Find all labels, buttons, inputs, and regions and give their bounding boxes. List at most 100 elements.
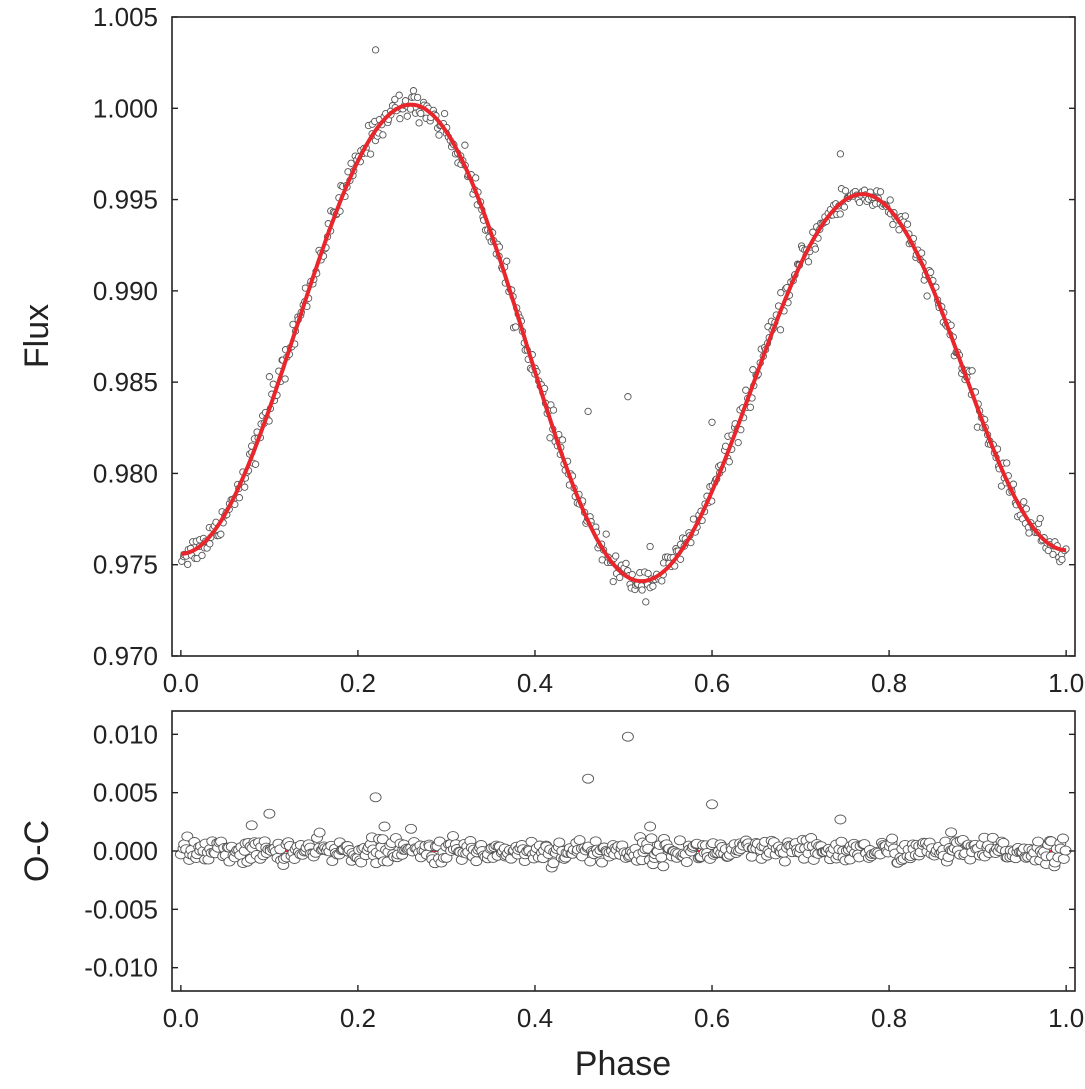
light-curve-point — [602, 530, 610, 538]
residuals-panel: 0.0 0.2 0.4 0.6 0.8 1.0 0.010 0.005 0.000 -0.005… — [18, 710, 1084, 1083]
residuals-y-axis-label: O-C — [18, 820, 56, 882]
light-curve-x-tick-label: 0.8 — [871, 668, 907, 698]
light-curve-point — [417, 109, 425, 118]
light-curve-point — [413, 93, 422, 102]
residual-point — [553, 837, 566, 848]
light-curve-point — [409, 87, 418, 95]
residual-point — [997, 837, 1010, 848]
light-curve-y-ticks: 0.970 0.975 0.980 0.985 0.990 0.995 1.000 1.005 — [93, 2, 1075, 671]
light-curve-outlier-point — [646, 542, 654, 551]
light-curve-point — [241, 483, 249, 491]
light-curve-point — [638, 586, 646, 594]
light-curve-point — [836, 210, 844, 218]
residual-outlier-point — [582, 773, 595, 784]
x-axis-label: Phase — [575, 1045, 671, 1083]
light-curve-y-tick-label: 0.970 — [93, 641, 158, 671]
residual-point — [447, 831, 459, 842]
light-curve-point — [889, 220, 897, 229]
residuals-x-tick-label: 1.0 — [1048, 1003, 1084, 1033]
light-curve-point — [1020, 498, 1028, 506]
light-curve-point — [689, 515, 698, 523]
light-curve-point — [749, 366, 757, 374]
light-curve-point — [923, 292, 931, 300]
light-curve-y-tick-label: 1.005 — [93, 2, 158, 32]
light-curve-point — [347, 159, 355, 167]
residual-point — [1057, 853, 1070, 864]
residual-outlier-point — [706, 799, 718, 810]
light-curve-point — [366, 150, 375, 158]
light-curve-point — [415, 119, 423, 127]
light-curve-point — [1049, 550, 1057, 559]
light-curve-point — [776, 326, 785, 334]
residual-outlier-point — [369, 792, 382, 803]
light-curve-point — [281, 375, 289, 383]
light-curve-point — [503, 257, 511, 265]
residuals-y-tick-label: 0.000 — [93, 836, 158, 866]
light-curve-x-tick-label: 0.2 — [340, 668, 376, 698]
light-curve-point — [184, 560, 192, 569]
light-curve-point — [734, 438, 742, 447]
light-curve-observations — [178, 46, 1070, 606]
light-curve-point — [612, 552, 620, 560]
light-curve-outlier-point — [584, 407, 592, 416]
light-curve-point — [558, 436, 567, 444]
residual-point — [886, 833, 899, 844]
light-curve-y-axis-label: Flux — [18, 304, 56, 368]
light-curve-x-ticks: 0.0 0.2 0.4 0.6 0.8 1.0 — [163, 650, 1084, 698]
light-curve-point — [841, 187, 850, 195]
light-curve-point — [658, 577, 666, 585]
residual-point — [645, 833, 658, 844]
light-curve-point — [391, 95, 399, 104]
light-curve-point — [198, 551, 206, 560]
residual-point — [1032, 836, 1045, 847]
light-curve-point — [251, 460, 260, 468]
residual-outlier-point — [263, 808, 276, 819]
light-curve-point — [440, 109, 449, 118]
light-curve-y-tick-label: 1.000 — [93, 93, 158, 123]
residual-point — [1057, 833, 1069, 844]
light-curve-y-tick-label: 0.995 — [93, 185, 158, 215]
light-curve-axes-frame — [171, 16, 1076, 657]
light-curve-point — [435, 131, 443, 139]
light-curve-point — [811, 245, 820, 253]
light-curve-model-fit — [180, 102, 1067, 584]
light-curve-point — [1036, 514, 1044, 523]
residual-point — [673, 835, 686, 846]
light-curve-point — [746, 403, 755, 411]
residuals-x-tick-label: 0.8 — [871, 1003, 907, 1033]
light-curve-y-tick-label: 0.990 — [93, 276, 158, 306]
light-curve-point — [886, 196, 894, 204]
light-curve-point — [379, 131, 387, 139]
light-curve-point — [395, 91, 403, 99]
light-curve-point — [642, 598, 650, 606]
light-curve-point — [616, 573, 624, 582]
light-curve-point — [804, 258, 813, 266]
residual-outlier-point — [834, 814, 847, 825]
residuals-y-tick-label: -0.005 — [84, 894, 158, 924]
residuals-x-ticks: 0.0 0.2 0.4 0.6 0.8 1.0 — [163, 985, 1084, 1033]
light-curve-point — [461, 141, 469, 149]
light-curve-x-tick-label: 1.0 — [1048, 668, 1084, 698]
residuals-x-tick-label: 0.2 — [340, 1003, 376, 1033]
light-curve-point — [609, 577, 617, 586]
light-curve-panel: 0.0 0.2 0.4 0.6 0.8 1.0 0.9700.9750.9800.9850… — [18, 2, 1084, 698]
residual-point — [655, 852, 668, 863]
residuals-y-tick-label: -0.010 — [84, 953, 158, 983]
residual-point — [313, 827, 326, 838]
residuals-x-tick-label: 0.0 — [163, 1003, 199, 1033]
residuals-x-tick-label: 0.6 — [694, 1003, 730, 1033]
light-curve-point — [235, 494, 244, 502]
light-curve-point — [512, 323, 520, 331]
light-curve-point — [622, 559, 630, 568]
light-curve-y-tick-label: 0.985 — [93, 367, 158, 397]
light-curve-x-tick-label: 0.4 — [517, 668, 553, 698]
light-curve-point — [876, 188, 885, 196]
light-curve-point — [649, 582, 657, 590]
light-curve-point — [777, 289, 785, 297]
light-curve-point — [217, 530, 225, 538]
residual-point — [596, 857, 608, 868]
residual-point — [778, 856, 791, 867]
light-curve-outlier-point — [265, 373, 274, 381]
light-curve-x-tick-label: 0.6 — [694, 668, 730, 698]
